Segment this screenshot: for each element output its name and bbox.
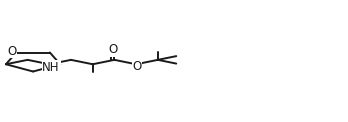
Text: O: O (133, 60, 142, 73)
Text: NH: NH (42, 61, 60, 74)
Text: O: O (8, 45, 17, 58)
Text: O: O (108, 43, 117, 56)
